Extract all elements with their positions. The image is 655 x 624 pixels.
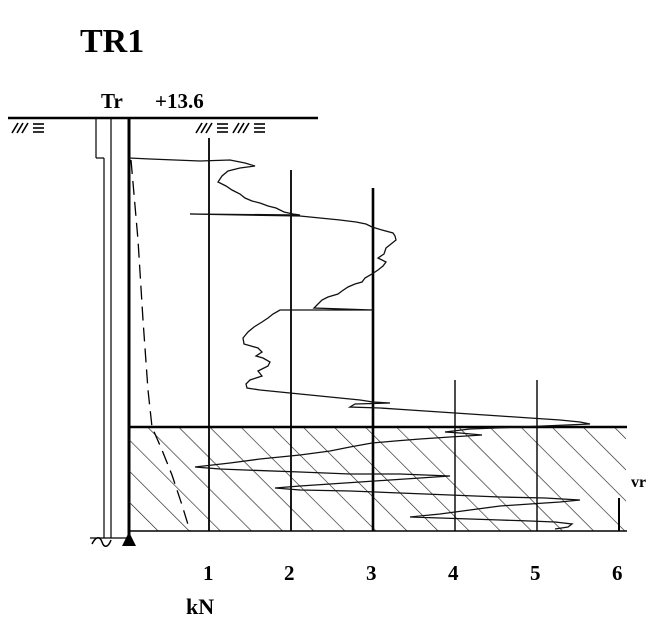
tick-label-1: 1 bbox=[203, 561, 214, 585]
rod-outline bbox=[95, 118, 131, 538]
tick-label-5: 5 bbox=[530, 561, 541, 585]
scale-lines bbox=[208, 138, 620, 531]
tick-label-6: 6 bbox=[612, 561, 623, 585]
tick-label-2: 2 bbox=[284, 561, 295, 585]
surface-label: Tr bbox=[101, 89, 123, 113]
surface-elevation: +13.6 bbox=[155, 89, 204, 113]
penetrometer-tip-icon bbox=[122, 532, 136, 546]
hatched-soil-layer bbox=[129, 425, 627, 532]
base-squiggle-icon bbox=[91, 537, 112, 547]
layer-label: vr bbox=[631, 474, 646, 491]
ground-surface-hatch-icon bbox=[11, 122, 265, 134]
x-axis-unit: kN bbox=[186, 594, 214, 619]
tick-label-3: 3 bbox=[366, 561, 377, 585]
dashed-reference-curve bbox=[130, 159, 191, 532]
diagram-title: TR1 bbox=[80, 23, 144, 60]
x-axis-ticks: 1 2 3 4 5 6 bbox=[203, 561, 623, 585]
resistance-curve bbox=[128, 157, 591, 530]
tick-label-4: 4 bbox=[448, 561, 459, 585]
